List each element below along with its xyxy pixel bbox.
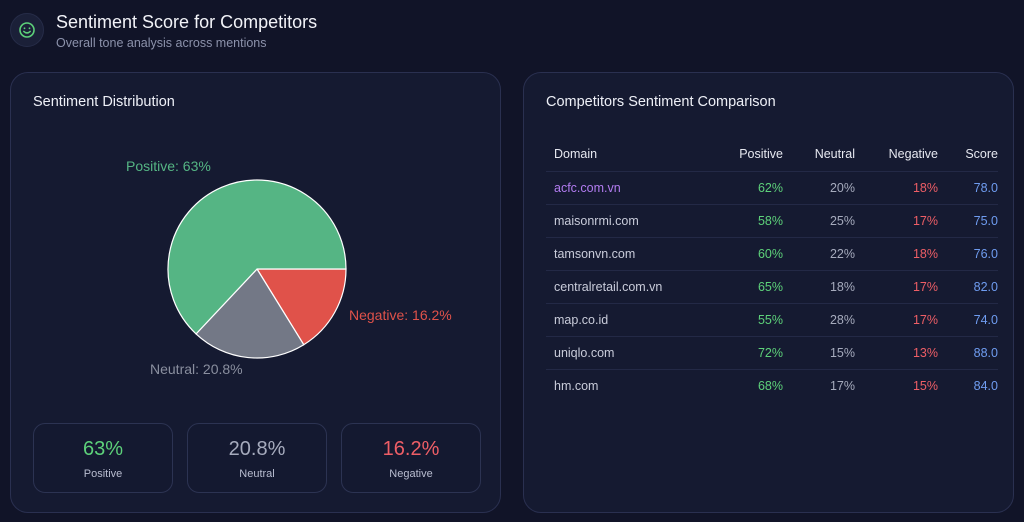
- stat-value-neutral: 20.8%: [228, 438, 286, 460]
- comparison-title: Competitors Sentiment Comparison: [546, 94, 776, 110]
- positive-cell: 62%: [698, 170, 783, 204]
- positive-cell: 58%: [698, 203, 783, 237]
- domain-cell[interactable]: map.co.id: [546, 302, 698, 336]
- neutral-cell: 28%: [783, 302, 855, 336]
- sentiment-distribution-card: Sentiment Distribution Positive: 63% Neu…: [10, 72, 501, 513]
- neutral-cell: 15%: [783, 335, 855, 369]
- table-row[interactable]: maisonrmi.com 58% 25% 17% 75.0: [546, 203, 998, 237]
- domain-cell[interactable]: centralretail.com.vn: [546, 269, 698, 303]
- stat-label-neutral: Neutral: [239, 468, 275, 480]
- table-row[interactable]: hm.com 68% 17% 15% 84.0: [546, 368, 998, 402]
- stat-card-positive: 63% Positive: [33, 423, 173, 493]
- score-cell: 75.0: [938, 203, 998, 237]
- negative-cell: 13%: [855, 335, 938, 369]
- table-row[interactable]: uniqlo.com 72% 15% 13% 88.0: [546, 335, 998, 369]
- stat-value-positive: 63%: [82, 438, 124, 460]
- stat-card-negative: 16.2% Negative: [341, 423, 481, 493]
- score-cell: 84.0: [938, 368, 998, 402]
- positive-cell: 72%: [698, 335, 783, 369]
- column-header-neutral[interactable]: Neutral: [814, 146, 855, 161]
- stat-label-negative: Negative: [389, 468, 433, 480]
- domain-cell[interactable]: hm.com: [546, 368, 698, 402]
- negative-cell: 18%: [855, 236, 938, 270]
- pie-label-neutral: Neutral: 20.8%: [150, 361, 243, 377]
- pie-slice-negative[interactable]: [255, 268, 347, 346]
- comparison-table: Domain Positive Neutral Negative Score a…: [546, 137, 998, 402]
- negative-cell: 17%: [855, 269, 938, 303]
- smile-icon: [10, 13, 44, 47]
- negative-cell: 18%: [855, 170, 938, 204]
- neutral-cell: 25%: [783, 203, 855, 237]
- stat-value-negative: 16.2%: [382, 438, 440, 460]
- competitors-comparison-card: Competitors Sentiment Comparison Domain …: [523, 72, 1014, 513]
- pie-label-positive: Positive: 63%: [126, 158, 211, 174]
- table-row[interactable]: tamsonvn.com 60% 22% 18% 76.0: [546, 236, 998, 270]
- positive-cell: 68%: [698, 368, 783, 402]
- table-row[interactable]: centralretail.com.vn 65% 18% 17% 82.0: [546, 269, 998, 303]
- score-cell: 76.0: [938, 236, 998, 270]
- negative-cell: 15%: [855, 368, 938, 402]
- score-cell: 78.0: [938, 170, 998, 204]
- neutral-cell: 18%: [783, 269, 855, 303]
- score-cell: 74.0: [938, 302, 998, 336]
- stat-label-positive: Positive: [83, 468, 123, 480]
- positive-cell: 65%: [698, 269, 783, 303]
- table-row[interactable]: acfc.com.vn 62% 20% 18% 78.0: [546, 170, 998, 204]
- positive-cell: 55%: [698, 302, 783, 336]
- neutral-cell: 22%: [783, 236, 855, 270]
- column-header-domain[interactable]: Domain: [554, 146, 598, 161]
- score-cell: 88.0: [938, 335, 998, 369]
- column-header-negative[interactable]: Negative: [888, 146, 938, 161]
- pie-label-negative: Negative: 16.2%: [349, 307, 452, 323]
- column-header-score[interactable]: Score: [965, 146, 998, 161]
- page-header: Sentiment Score for Competitors Overall …: [10, 8, 317, 52]
- stat-card-neutral: 20.8% Neutral: [187, 423, 327, 493]
- domain-cell[interactable]: uniqlo.com: [546, 335, 698, 369]
- negative-cell: 17%: [855, 203, 938, 237]
- neutral-cell: 20%: [783, 170, 855, 204]
- positive-cell: 60%: [698, 236, 783, 270]
- negative-cell: 17%: [855, 302, 938, 336]
- pie-slice-neutral[interactable]: [195, 268, 305, 359]
- sentiment-pie-chart: [167, 179, 347, 359]
- domain-cell[interactable]: tamsonvn.com: [546, 236, 698, 270]
- neutral-cell: 17%: [783, 368, 855, 402]
- domain-cell[interactable]: acfc.com.vn: [546, 170, 698, 204]
- page-subtitle: Overall tone analysis across mentions: [56, 35, 267, 50]
- page-title: Sentiment Score for Competitors: [56, 11, 318, 32]
- distribution-title: Sentiment Distribution: [33, 94, 175, 110]
- table-row[interactable]: map.co.id 55% 28% 17% 74.0: [546, 302, 998, 336]
- domain-cell[interactable]: maisonrmi.com: [546, 203, 698, 237]
- column-header-positive[interactable]: Positive: [739, 146, 783, 161]
- pie-slice-positive[interactable]: [167, 179, 347, 335]
- table-header-row: Domain Positive Neutral Negative Score: [546, 137, 998, 171]
- score-cell: 82.0: [938, 269, 998, 303]
